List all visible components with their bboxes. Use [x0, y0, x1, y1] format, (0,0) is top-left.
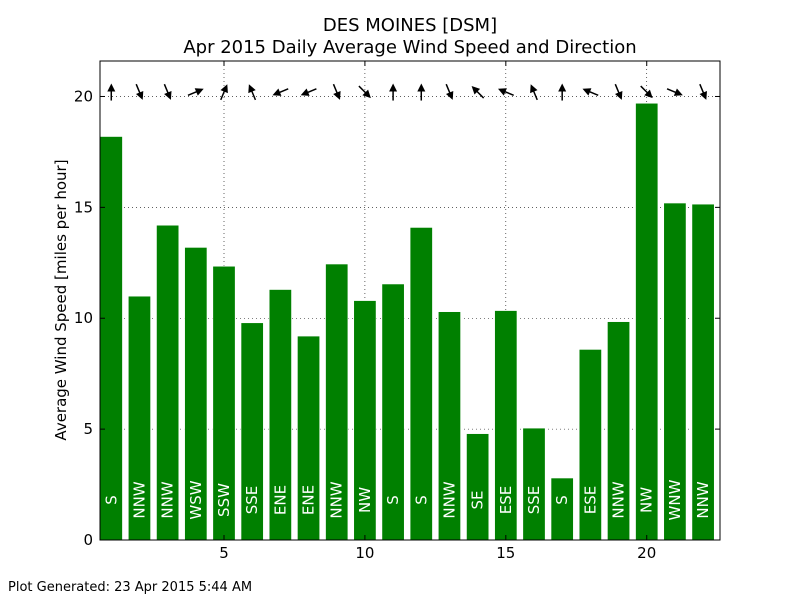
direction-labels: S NNW NNW WSW SSW SSE ENE ENE NNW NW S S NNW SE ESE SSE…	[102, 479, 712, 520]
chart-title: DES MOINES [DSM]	[323, 15, 497, 36]
x-tick-label: 10	[355, 544, 374, 562]
direction-label: ENE	[300, 485, 318, 515]
direction-label: NNW	[130, 481, 148, 518]
wind-arrow-head	[530, 84, 538, 94]
direction-label: NNW	[159, 481, 177, 518]
wind-arrow-head	[136, 91, 144, 100]
direction-label: SE	[469, 491, 487, 510]
wind-arrow-head	[582, 88, 592, 96]
direction-label: S	[102, 495, 120, 505]
bar	[465, 433, 490, 541]
direction-label: ESE	[581, 486, 599, 514]
wind-arrow	[107, 83, 116, 101]
wind-arrow	[640, 85, 653, 99]
wind-arrow-head	[107, 83, 116, 92]
direction-label: S	[553, 495, 571, 505]
wind-arrow-head	[699, 91, 707, 100]
wind-arrow	[358, 85, 371, 99]
wind-arrow-head	[333, 91, 341, 100]
y-tick-label: 10	[74, 309, 93, 327]
wind-arrow	[417, 83, 426, 101]
wind-arrow-head	[362, 89, 371, 99]
wind-arrow	[699, 83, 707, 100]
direction-label: WSW	[187, 480, 205, 519]
wind-arrow	[666, 88, 683, 96]
wind-arrow	[389, 83, 398, 101]
chart-subtitle: Apr 2015 Daily Average Wind Speed and Di…	[183, 37, 636, 58]
wind-arrow-head	[446, 91, 454, 100]
wind-arrow-head	[220, 84, 228, 94]
y-axis-label: Average Wind Speed [miles per hour]	[52, 159, 70, 440]
wind-arrow	[135, 83, 144, 100]
wind-arrow-head	[673, 88, 683, 96]
plot-generated-text: Plot Generated: 23 Apr 2015 5:44 AM	[8, 580, 252, 595]
direction-label: S	[384, 495, 402, 505]
wind-arrow-head	[644, 89, 653, 99]
wind-arrow	[558, 83, 567, 101]
y-tick-label: 20	[74, 87, 93, 105]
wind-arrow-head	[300, 88, 310, 96]
wind-arrow-head	[417, 83, 426, 92]
bars	[99, 102, 715, 541]
direction-label: SSW	[215, 483, 233, 517]
direction-label: S	[412, 495, 430, 505]
y-tick-label: 15	[74, 198, 93, 216]
wind-arrow-head	[389, 83, 398, 92]
direction-label: SSE	[243, 486, 261, 515]
wind-arrow	[582, 88, 599, 96]
bar	[99, 135, 123, 541]
wind-arrow-head	[615, 91, 623, 100]
direction-label: NNW	[440, 481, 458, 518]
bar	[409, 226, 433, 541]
wind-arrow-head	[194, 88, 204, 96]
direction-label: NNW	[610, 481, 628, 518]
wind-arrow	[332, 83, 341, 100]
wind-arrow-head	[248, 84, 256, 94]
wind-arrow	[530, 84, 538, 101]
bar	[550, 477, 574, 541]
y-tick-label: 0	[83, 531, 93, 549]
bar	[635, 102, 659, 541]
wind-arrow-head	[558, 83, 567, 92]
wind-arrow	[498, 88, 514, 96]
direction-label: WNW	[666, 479, 684, 520]
bar	[522, 427, 546, 541]
wind-arrow-head	[471, 86, 481, 95]
direction-label: ENE	[271, 485, 289, 515]
wind-arrow-head	[498, 88, 507, 96]
wind-arrow-head	[272, 88, 282, 96]
wind-arrow	[248, 84, 257, 101]
wind-arrow	[445, 83, 454, 100]
direction-label: NW	[638, 487, 656, 513]
wind-arrow	[272, 88, 289, 96]
x-tick-label: 20	[637, 544, 656, 562]
axis-ticks: 5 10 15 20 0 5 10 15 20	[74, 61, 720, 562]
direction-label: NNW	[694, 481, 712, 518]
y-tick-label: 5	[83, 420, 93, 438]
x-tick-label: 5	[219, 544, 229, 562]
direction-label: ESE	[497, 486, 515, 514]
wind-arrow	[300, 88, 317, 96]
plot-frame	[99, 60, 721, 541]
wind-arrows	[107, 83, 707, 101]
wind-arrow	[187, 88, 204, 96]
wind-arrow	[471, 86, 485, 99]
wind-arrow	[163, 83, 172, 100]
x-tick-label: 15	[496, 544, 515, 562]
wind-arrow-head	[164, 91, 172, 100]
direction-label: SSE	[525, 486, 543, 515]
wind-arrow	[220, 84, 228, 101]
wind-arrow	[614, 83, 623, 100]
direction-label: NNW	[328, 481, 346, 518]
direction-label: NW	[356, 487, 374, 513]
